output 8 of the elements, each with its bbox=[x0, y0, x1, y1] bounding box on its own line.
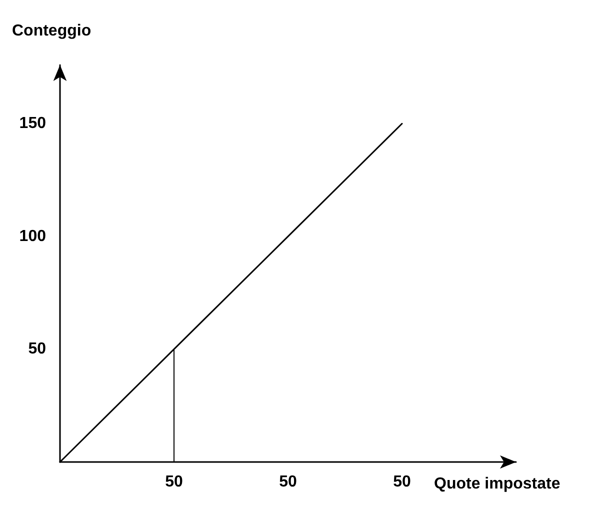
x-tick-label: 50 bbox=[393, 474, 411, 490]
y-axis-title: Conteggio bbox=[12, 22, 92, 40]
x-tick-label: 50 bbox=[165, 474, 183, 490]
y-tick-label: 150 bbox=[19, 115, 46, 132]
y-tick-label: 50 bbox=[28, 340, 46, 358]
y-tick-label: 100 bbox=[19, 228, 46, 245]
x-axis-title: Quote impostate bbox=[434, 476, 560, 492]
x-tick-label: 50 bbox=[279, 474, 297, 490]
